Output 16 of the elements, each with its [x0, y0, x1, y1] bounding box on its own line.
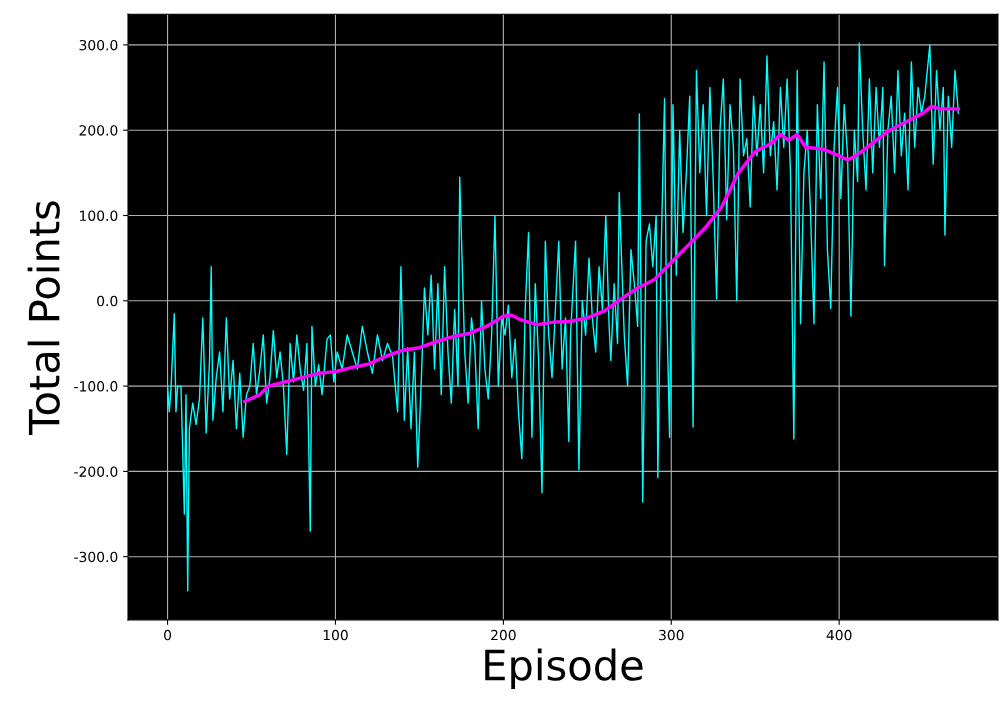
x-tick-label: 300	[659, 629, 684, 641]
x-tick-label: 100	[323, 629, 348, 641]
y-tick-label: 100.0	[80, 210, 118, 221]
y-axis-title: Total Points	[27, 201, 60, 435]
y-tick-label: 0.0	[97, 295, 118, 307]
y-tick-label: 300.0	[79, 39, 118, 51]
y-tick-label: -200.0	[74, 466, 118, 477]
y-tick-label: 200.0	[79, 125, 118, 136]
x-tick-label: 200	[491, 629, 516, 641]
y-tick-label: -100.0	[74, 381, 118, 392]
x-tick-label: 400	[826, 629, 852, 641]
y-tick-label: -300.0	[74, 551, 118, 563]
line-series	[243, 104, 961, 404]
x-axis-title: Episode	[485, 648, 643, 689]
line-series	[166, 42, 960, 592]
x-tick-label: 0	[164, 629, 172, 641]
